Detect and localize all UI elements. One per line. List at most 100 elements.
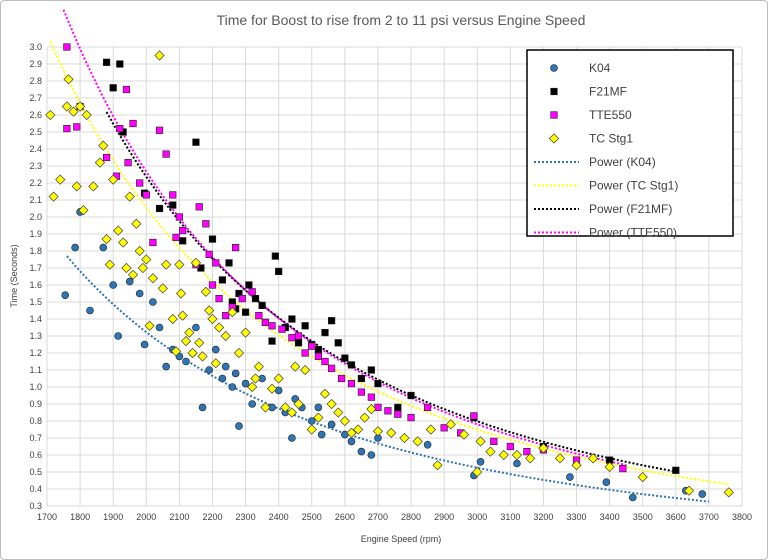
data-point-tte550 [407,413,415,422]
data-point-k04 [162,362,170,371]
data-point-tc-stg1 [220,330,231,342]
legend: K04 F21MF TTE550 TC Stg1 Power (K04) Power (T… [526,49,734,240]
data-point-tc-stg1 [127,269,139,280]
legend-label-power-tc-stg1: Power (TC Stg1) [589,179,678,193]
data-point-f21mf [334,339,342,347]
data-point-tte550 [215,294,223,303]
data-point-tc-stg1 [157,283,168,294]
data-point-f21mf [208,235,217,243]
data-point-tc-stg1 [81,109,92,121]
data-point-tc-stg1 [204,305,215,316]
trendline-power-tc-stg1 [49,41,729,486]
data-point-tc-stg1 [475,436,486,447]
data-point-tc-stg1 [137,262,149,274]
legend-label-tc-stg1: TC Stg1 [589,132,633,146]
data-point-f21mf [192,138,200,146]
x-tick-label: 3000 [467,512,487,522]
x-tick-label: 2900 [434,512,454,522]
data-point-tc-stg1 [147,273,158,284]
data-point-tc-stg1 [187,347,198,359]
data-point-tc-stg1 [121,262,132,274]
data-point-k04 [347,437,356,446]
data-point-tc-stg1 [286,407,297,418]
data-point-k04 [628,493,637,502]
data-point-tc-stg1 [247,381,258,393]
data-point-f21mf [672,466,680,474]
data-point-tc-stg1 [131,218,142,229]
data-point-tte550 [102,153,111,162]
x-tick-label: 3500 [633,512,653,522]
data-point-k04 [235,422,243,430]
data-point-tc-stg1 [71,181,82,192]
y-axis-ticks: 0.3 0.4 0.5 0.6 0.7 0.8 0.9 1.0 1.1 1.2 1.3 1.4 1.5 1… [29,42,42,511]
x-tick-label: 3100 [500,512,520,522]
legend-marker-f21mf [550,87,558,96]
data-point-f21mf [179,237,187,245]
data-point-k04 [205,366,213,374]
data-point-tc-stg1 [194,337,205,348]
y-tick-label: 2.9 [29,59,42,69]
data-point-tte550 [212,259,220,267]
data-point-k04 [71,243,79,252]
data-point-tte550 [308,342,316,350]
data-point-tte550 [202,220,210,228]
data-point-k04 [61,291,70,300]
chart-title: Time for Boost to rise from 2 to 11 psi … [217,12,586,28]
data-point-tte550 [169,191,177,199]
data-point-tte550 [142,191,150,199]
legend-label-k04: K04 [589,61,611,75]
data-point-tte550 [367,393,375,401]
data-point-k04 [288,434,296,442]
data-point-tc-stg1 [386,427,397,438]
data-point-tc-stg1 [104,259,115,270]
data-point-tte550 [195,203,203,211]
y-axis-label: Time (Seconds) [9,244,19,307]
x-tick-label: 2300 [236,512,256,522]
data-point-f21mf [394,403,402,412]
data-point-f21mf [294,339,303,347]
data-point-k04 [125,277,134,286]
data-point-f21mf [288,315,296,323]
data-point-f21mf [258,301,266,310]
data-point-tte550 [122,85,131,94]
data-point-tc-stg1 [124,191,135,202]
data-point-tc-stg1 [170,346,182,357]
data-point-tc-stg1 [260,402,271,413]
data-point-tc-stg1 [68,106,79,117]
data-point-f21mf [314,345,322,354]
data-point-k04 [182,357,190,366]
data-point-tte550 [129,119,137,128]
data-point-tc-stg1 [554,453,566,464]
y-tick-label: 2.7 [29,93,42,103]
data-point-tc-stg1 [250,373,261,384]
data-point-tc-stg1 [485,446,496,457]
legend-label-f21mf: F21MF [589,85,627,99]
data-point-k04 [476,457,485,466]
data-point-tc-stg1 [200,286,211,297]
data-point-tc-stg1 [333,407,344,418]
legend-marker-tte550 [550,111,558,119]
data-point-tc-stg1 [98,140,109,151]
y-tick-label: 0.5 [29,467,42,477]
data-point-tc-stg1 [399,432,410,444]
data-point-f21mf [347,361,356,369]
data-point-tte550 [232,244,240,252]
data-point-k04 [513,459,521,468]
y-tick-label: 1.2 [29,348,42,358]
y-tick-label: 2.5 [29,127,42,137]
data-point-tc-stg1 [63,74,74,85]
y-tick-label: 0.6 [29,450,42,460]
data-point-k04 [602,478,611,487]
data-point-tc-stg1 [372,426,384,437]
x-tick-label: 1700 [37,512,57,522]
data-point-tc-stg1 [101,234,112,245]
data-point-f21mf [251,294,260,303]
data-point-tc-stg1 [174,259,185,270]
data-point-tte550 [248,288,256,296]
data-point-tc-stg1 [227,307,238,318]
x-tick-label: 3200 [533,512,553,522]
data-point-tte550 [288,334,296,342]
data-point-k04 [135,289,144,298]
data-point-f21mf [268,337,276,345]
